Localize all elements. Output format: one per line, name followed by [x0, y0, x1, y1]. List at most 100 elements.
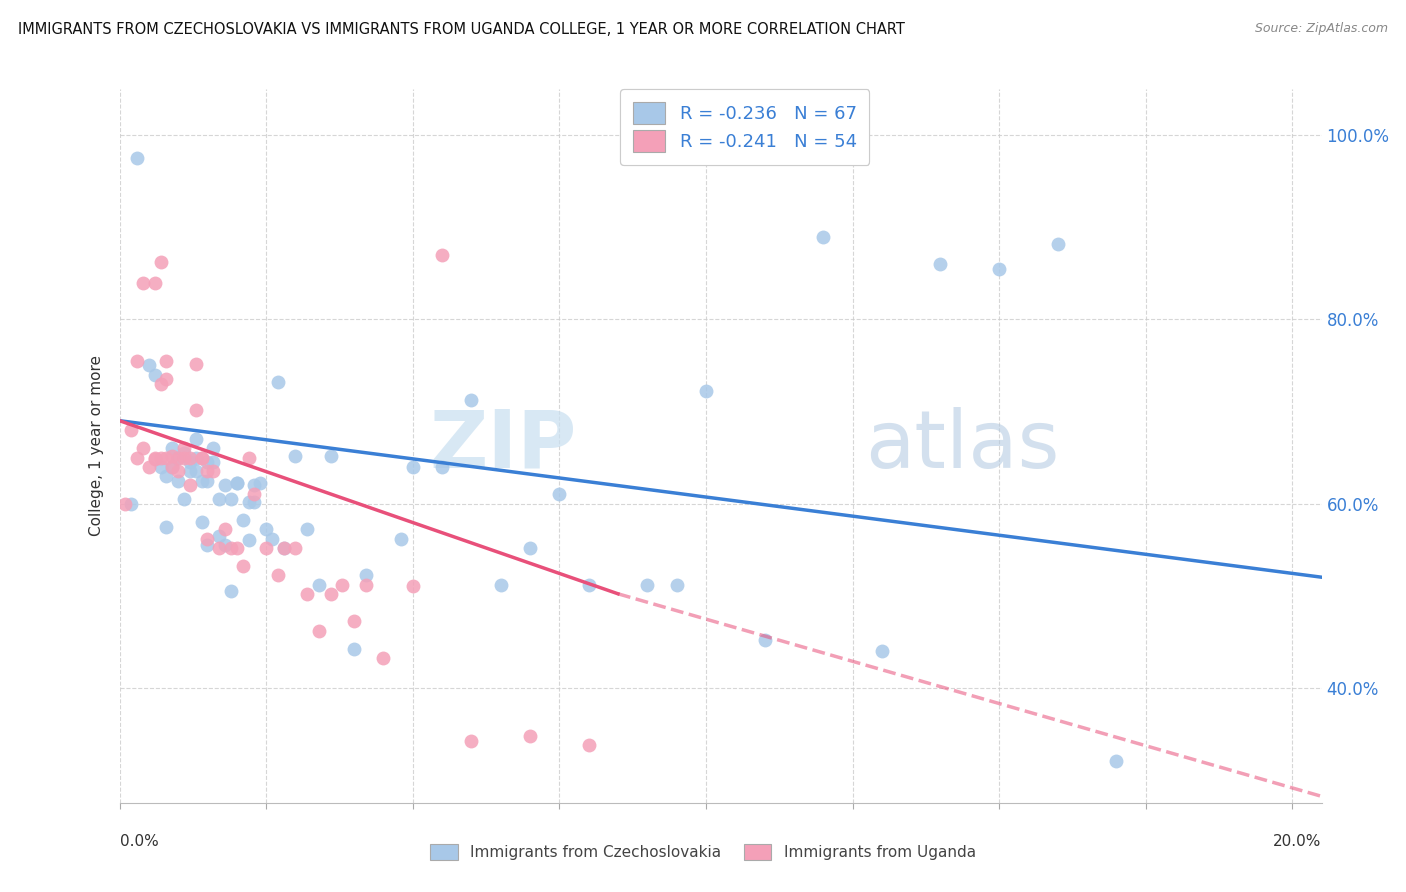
Point [430, 248, 453, 262]
Point [162, 449, 184, 463]
Text: ZIP: ZIP [429, 407, 576, 485]
Point [243, 487, 266, 501]
Point [162, 442, 184, 456]
Point [870, 644, 893, 658]
Point [754, 632, 776, 647]
Point [173, 450, 195, 465]
Point [243, 494, 266, 508]
Point [284, 541, 307, 555]
Point [173, 442, 195, 456]
Point [238, 533, 260, 548]
Point [143, 450, 166, 465]
Point [143, 276, 166, 290]
Point [214, 538, 236, 552]
Point [120, 423, 142, 437]
Point [319, 449, 342, 463]
Point [114, 497, 136, 511]
Point [155, 469, 177, 483]
Point [519, 541, 541, 555]
Point [173, 491, 195, 506]
Point [254, 541, 277, 555]
Point [132, 276, 155, 290]
Point [519, 729, 541, 743]
Point [308, 577, 330, 591]
Point [190, 450, 212, 465]
Point [155, 354, 177, 368]
Point [219, 584, 242, 599]
Legend: R = -0.236   N = 67, R = -0.241   N = 54: R = -0.236 N = 67, R = -0.241 N = 54 [620, 89, 869, 165]
Point [162, 459, 184, 474]
Point [354, 577, 377, 591]
Point [179, 455, 201, 469]
Point [162, 459, 184, 474]
Point [132, 442, 155, 456]
Point [295, 587, 318, 601]
Point [184, 402, 207, 417]
Point [208, 491, 231, 506]
Point [402, 459, 425, 474]
Point [354, 568, 377, 582]
Text: Source: ZipAtlas.com: Source: ZipAtlas.com [1254, 22, 1388, 36]
Point [202, 464, 225, 478]
Point [197, 532, 219, 546]
Point [179, 478, 201, 492]
Point [249, 476, 271, 491]
Point [167, 450, 190, 465]
Point [197, 455, 219, 469]
Point [430, 459, 453, 474]
Point [127, 354, 149, 368]
Point [578, 577, 600, 591]
Point [254, 522, 277, 536]
Point [167, 464, 190, 478]
Point [138, 459, 160, 474]
Point [273, 541, 295, 555]
Text: 0.0%: 0.0% [120, 834, 159, 849]
Point [243, 478, 266, 492]
Point [238, 450, 260, 465]
Point [273, 541, 295, 555]
Point [202, 455, 225, 469]
Point [665, 577, 688, 591]
Point [179, 464, 201, 478]
Point [267, 375, 290, 389]
Point [120, 497, 142, 511]
Text: 20.0%: 20.0% [1274, 834, 1322, 849]
Point [232, 559, 254, 574]
Point [238, 494, 260, 508]
Point [149, 376, 172, 391]
Point [197, 538, 219, 552]
Point [190, 474, 212, 488]
Point [267, 568, 290, 582]
Text: IMMIGRANTS FROM CZECHOSLOVAKIA VS IMMIGRANTS FROM UGANDA COLLEGE, 1 YEAR OR MORE: IMMIGRANTS FROM CZECHOSLOVAKIA VS IMMIGR… [18, 22, 905, 37]
Point [402, 579, 425, 593]
Point [167, 474, 190, 488]
Point [208, 529, 231, 543]
Point [197, 474, 219, 488]
Point [460, 393, 482, 408]
Point [184, 450, 207, 465]
Point [190, 450, 212, 465]
Y-axis label: College, 1 year or more: College, 1 year or more [89, 356, 104, 536]
Point [343, 642, 366, 657]
Point [219, 541, 242, 555]
Point [489, 577, 512, 591]
Point [373, 651, 395, 665]
Point [127, 151, 149, 165]
Point [319, 587, 342, 601]
Point [179, 450, 201, 465]
Point [219, 491, 242, 506]
Point [184, 357, 207, 371]
Point [155, 519, 177, 533]
Point [636, 577, 658, 591]
Point [155, 372, 177, 386]
Point [330, 577, 353, 591]
Point [184, 432, 207, 446]
Point [295, 522, 318, 536]
Point [138, 359, 160, 373]
Point [149, 450, 172, 465]
Point [225, 476, 247, 491]
Point [127, 450, 149, 465]
Point [284, 449, 307, 463]
Point [143, 368, 166, 382]
Point [143, 452, 166, 467]
